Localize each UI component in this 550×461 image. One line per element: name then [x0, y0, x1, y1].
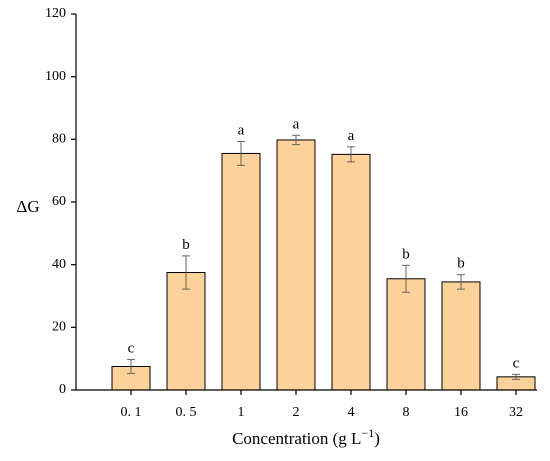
significance-label: a [348, 128, 355, 144]
error-bar [127, 359, 135, 374]
y-tick-label: 60 [52, 194, 66, 209]
error-bar [292, 134, 300, 146]
bar [386, 278, 426, 391]
x-tick-label: 2 [293, 405, 300, 420]
significance-label: a [238, 123, 245, 139]
significance-label: c [128, 341, 135, 357]
y-tick-label: 0 [59, 382, 66, 397]
error-bar [237, 141, 245, 166]
x-tick-label: 1 [238, 405, 245, 420]
error-bar [457, 274, 465, 290]
x-tick-label: 8 [403, 405, 410, 420]
x-axis-title-sup: −1 [361, 426, 374, 440]
bar [276, 139, 316, 391]
x-tick-label: 0. 5 [176, 405, 197, 420]
x-tick-label: 32 [509, 405, 523, 420]
error-bars [127, 134, 520, 380]
y-axis-ticks: 0 20 40 60 80 100 120 [45, 6, 76, 397]
bar [441, 281, 481, 391]
error-bar [402, 264, 410, 293]
x-tick-label: 0. 1 [121, 405, 142, 420]
error-bar [347, 146, 355, 163]
significance-label: b [182, 237, 190, 253]
error-bar [182, 255, 190, 290]
bars [111, 139, 536, 391]
x-axis-title-close: ) [374, 429, 380, 448]
significance-label: b [402, 246, 410, 262]
significance-label: b [457, 256, 465, 272]
x-axis-title: Concentration (g L−1) [232, 426, 380, 448]
x-axis-title-main: Concentration (g L [232, 429, 361, 448]
bar [221, 152, 261, 391]
y-axis-title: ΔG [16, 197, 39, 216]
x-tick-label: 4 [348, 405, 355, 420]
significance-label: a [293, 116, 300, 132]
y-tick-label: 120 [45, 6, 66, 21]
x-axis-ticks: 0. 1 0. 5 1 2 4 8 16 32 [121, 390, 523, 420]
significance-label: c [513, 355, 520, 371]
y-tick-label: 20 [52, 320, 66, 335]
error-bar [512, 373, 520, 380]
y-tick-label: 40 [52, 257, 66, 272]
bar [166, 272, 206, 391]
y-tick-label: 100 [45, 69, 66, 84]
significance-labels: c b a a a b b c [128, 116, 520, 371]
x-tick-label: 16 [454, 405, 468, 420]
bar [331, 153, 371, 391]
y-tick-label: 80 [52, 132, 66, 147]
